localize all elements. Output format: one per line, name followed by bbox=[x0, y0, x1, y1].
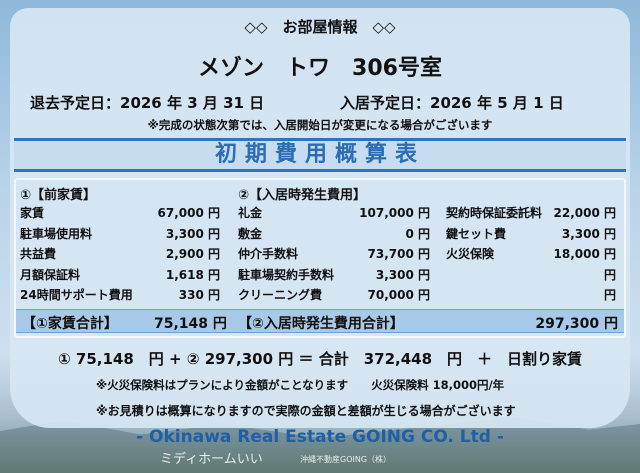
cost-item-value: 2,900 円 bbox=[165, 247, 220, 261]
totals-row: 【①家賃合計】 75,148 円 【②入居時発生費用合計】 297,300 円 bbox=[16, 309, 624, 333]
cost-item-value: 107,000 円 bbox=[359, 206, 430, 220]
move-in-total-value: 297,300 円 bbox=[535, 316, 618, 332]
cost-item-label: 仲介手数料 bbox=[238, 247, 299, 261]
cost-item-label: 月額保証料 bbox=[20, 267, 81, 282]
section-title: 初期費用概算表 bbox=[214, 142, 425, 167]
cost-item-value: 22,000 円 bbox=[553, 206, 617, 220]
cost-item-label: 火災保険 bbox=[446, 247, 495, 261]
col2-heading: ②【入居時発生費用】 bbox=[238, 188, 367, 203]
estimate-note: ※お見積りは概算になりますので実際の金額と差額が生じる場合がございます bbox=[96, 404, 516, 418]
cost-item-label: 24時間サポート費用 bbox=[20, 288, 133, 302]
grand-total-summary: ① 75,148 円 + ② 297,300 円 ＝ 合計 372,448 円 … bbox=[57, 350, 583, 368]
cost-item-value: 円 bbox=[603, 288, 616, 302]
col1-heading: ①【前家賃】 bbox=[20, 188, 97, 203]
cost-item-label: 家賃 bbox=[20, 206, 45, 220]
cost-item-value: 73,700 円 bbox=[367, 247, 431, 261]
rent-total-value: 75,148 円 bbox=[154, 316, 227, 332]
move-in-date: 入居予定日：2026 年 5 月 1 日 bbox=[340, 94, 564, 112]
cost-item-value: 18,000 円 bbox=[553, 247, 617, 261]
header: ◇◇ お部屋情報 ◇◇ bbox=[244, 18, 396, 36]
cost-item-label: 礼金 bbox=[238, 206, 263, 220]
section-title-band: 初期費用概算表 bbox=[14, 138, 626, 172]
insurance-note: ※火災保険料はプランにより金額がことなります 火災保険料 18,000円/年 bbox=[96, 378, 505, 392]
cost-item-value: 330 円 bbox=[178, 288, 220, 302]
cost-item-value: 3,300 円 bbox=[561, 226, 616, 241]
cost-item-label: 契約時保証委託料 bbox=[446, 206, 543, 220]
info-panel bbox=[10, 8, 630, 428]
cost-item-label: 共益費 bbox=[20, 247, 57, 261]
cost-item-value: 3,300 円 bbox=[375, 267, 430, 282]
company-footer: - Okinawa Real Estate GOING CO. Ltd - bbox=[136, 427, 504, 447]
move-in-notice: ※完成の状態次第では、入居開始日が変更になる場合がございます bbox=[147, 118, 493, 132]
cost-item-value: 67,000 円 bbox=[157, 206, 221, 220]
watermark-sub: 沖縄不動産GOING（株） bbox=[300, 455, 392, 464]
move-in-total-label: 【②入居時発生費用合計】 bbox=[238, 316, 404, 332]
cost-item-label: 鍵セット費 bbox=[446, 226, 507, 241]
watermark: ミディホームいい bbox=[160, 452, 263, 467]
cost-item-label: 敷金 bbox=[238, 226, 263, 241]
cost-item-value: 0 円 bbox=[405, 226, 430, 241]
cost-item-value: 3,300 円 bbox=[165, 226, 220, 241]
cost-item-value: 円 bbox=[603, 267, 616, 282]
cost-item-label: クリーニング費 bbox=[238, 288, 323, 302]
cost-table bbox=[14, 178, 626, 338]
cost-item-value: 70,000 円 bbox=[367, 288, 431, 302]
cost-item-label: 駐車場契約手数料 bbox=[238, 267, 335, 282]
rent-total-label: 【①家賃合計】 bbox=[22, 316, 118, 332]
cost-item-label: 駐車場使用料 bbox=[20, 226, 93, 241]
move-out-date: 退去予定日：2026 年 3 月 31 日 bbox=[30, 94, 265, 112]
property-title: メゾン トワ 306号室 bbox=[198, 56, 442, 81]
cost-item-value: 1,618 円 bbox=[165, 267, 220, 282]
